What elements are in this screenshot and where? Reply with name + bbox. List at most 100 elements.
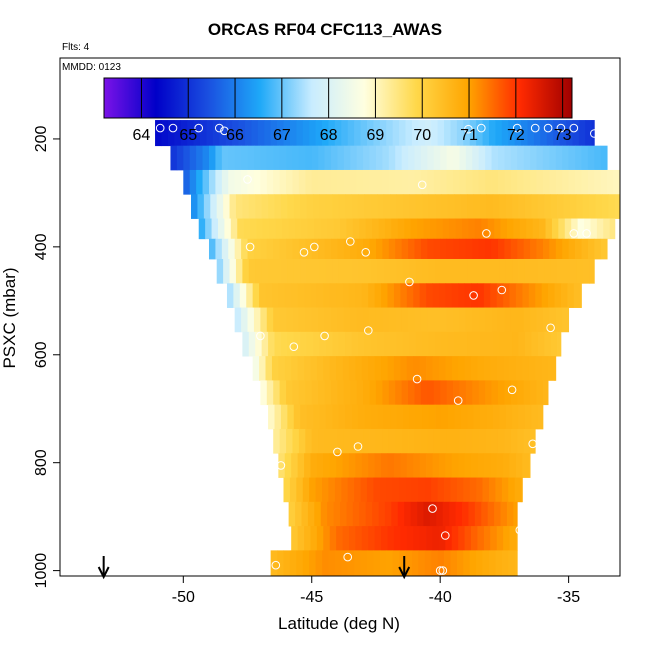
heatmap-cell: [377, 404, 385, 430]
heatmap-cell: [291, 453, 299, 478]
heatmap-cell: [497, 145, 505, 171]
heatmap-cell: [390, 194, 397, 219]
heatmap-cell: [322, 477, 329, 503]
heatmap-cell: [440, 169, 447, 195]
heatmap-cell: [508, 550, 516, 577]
heatmap-cell: [345, 194, 352, 219]
heatmap-cell: [279, 169, 287, 195]
flights-note: Flts: 4: [62, 42, 90, 53]
heatmap-cell: [316, 283, 324, 308]
heatmap-cell: [464, 453, 472, 478]
heatmap-cell: [400, 356, 408, 381]
heatmap-cell: [576, 194, 584, 219]
sample-point: [556, 123, 566, 133]
heatmap-cell: [237, 218, 245, 240]
heatmap-cell: [273, 145, 281, 171]
heatmap-cell: [388, 238, 396, 260]
heatmap-cell: [354, 477, 361, 503]
heatmap-cell: [472, 238, 480, 260]
heatmap-cell: [279, 238, 287, 260]
heatmap-cell: [256, 218, 264, 240]
heatmap-cell: [510, 307, 518, 333]
heatmap-cell: [528, 283, 536, 308]
heatmap-cell: [297, 356, 305, 381]
sample-point: [477, 123, 486, 133]
heatmap-cell: [286, 307, 293, 333]
heatmap-cell: [455, 501, 463, 527]
heatmap-cell: [478, 307, 486, 333]
heatmap-cell: [193, 120, 201, 147]
heatmap-cell: [560, 283, 568, 308]
heatmap-cell: [523, 307, 531, 333]
heatmap-cell: [518, 194, 526, 219]
heatmap-cell: [424, 120, 432, 147]
heatmap-cell: [542, 169, 550, 195]
heatmap-cell: [563, 194, 571, 219]
heatmap-cell: [595, 194, 603, 219]
heatmap-cell: [354, 550, 361, 577]
heatmap-cell: [566, 120, 573, 147]
heatmap-cell: [609, 218, 616, 240]
heatmap-cell: [396, 258, 404, 284]
heatmap-cell: [426, 283, 433, 308]
heatmap-cell: [273, 169, 281, 195]
heatmap-cell: [401, 307, 409, 333]
heatmap-cell: [183, 169, 191, 195]
heatmap-cell: [523, 238, 531, 260]
heatmap-cell: [395, 238, 403, 260]
heatmap-cell: [415, 404, 423, 430]
heatmap-cell: [387, 526, 395, 551]
heatmap-cell: [336, 283, 343, 308]
heatmap-cell: [379, 120, 387, 147]
heatmap-cell: [584, 218, 591, 240]
heatmap-cell: [200, 120, 207, 147]
heatmap-cell: [291, 356, 299, 381]
heatmap-cell: [478, 380, 486, 406]
heatmap-cell: [356, 169, 364, 195]
heatmap-cell: [524, 331, 532, 357]
heatmap-cell: [562, 169, 570, 195]
heatmap-cell: [393, 526, 401, 551]
heatmap-cell: [433, 307, 441, 333]
heatmap-cell: [562, 307, 570, 333]
heatmap-cell: [542, 380, 549, 406]
heatmap-cell: [311, 145, 319, 171]
heatmap-cell: [536, 380, 544, 406]
heatmap-cell: [456, 120, 464, 147]
sample-point: [590, 129, 599, 138]
heatmap-cell: [260, 169, 268, 195]
arrow-down-icon: [97, 556, 110, 580]
heatmap-cell: [515, 453, 523, 478]
heatmap-cell: [295, 501, 302, 527]
chart-title: ORCAS RF04 CFC113_AWAS: [207, 20, 443, 39]
heatmap-layer: [155, 120, 621, 577]
heatmap-cell: [331, 145, 338, 171]
heatmap-cell: [546, 120, 554, 147]
heatmap-cell: [517, 145, 525, 171]
heatmap-cell: [442, 218, 450, 240]
heatmap-cell: [441, 258, 449, 284]
heatmap-cell: [440, 428, 447, 454]
heatmap-cell: [180, 120, 188, 147]
colorbar-tick-label: 68: [320, 127, 338, 144]
heatmap-cell: [235, 194, 243, 219]
heatmap-cell: [228, 238, 236, 260]
heatmap-cell: [211, 218, 219, 240]
heatmap-cell: [581, 169, 589, 195]
heatmap-cell: [539, 218, 546, 240]
heatmap-cell: [268, 331, 275, 357]
heatmap-cell: [265, 283, 273, 308]
heatmap-cell: [473, 331, 481, 357]
heatmap-cell: [386, 477, 394, 503]
heatmap-cell: [463, 550, 471, 577]
heatmap-cell: [230, 218, 238, 240]
heatmap-cell: [476, 477, 483, 503]
heatmap-cell: [503, 283, 510, 308]
heatmap-cell: [512, 404, 519, 430]
heatmap-cell: [563, 258, 571, 284]
heatmap-cell: [438, 356, 446, 381]
heatmap-cell: [247, 238, 255, 260]
heatmap-cell: [456, 550, 464, 577]
heatmap-cell: [395, 169, 403, 195]
